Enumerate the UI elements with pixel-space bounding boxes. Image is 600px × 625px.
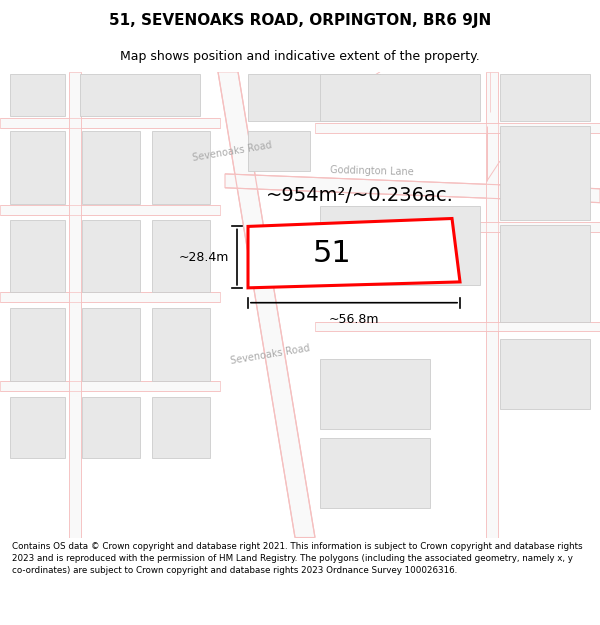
Polygon shape <box>80 74 200 116</box>
Polygon shape <box>500 126 590 221</box>
Polygon shape <box>82 221 140 292</box>
Polygon shape <box>0 204 220 214</box>
Text: Sevenoaks Road: Sevenoaks Road <box>191 140 272 162</box>
Polygon shape <box>500 74 590 121</box>
Polygon shape <box>152 221 210 292</box>
Polygon shape <box>10 131 65 204</box>
Polygon shape <box>500 226 590 321</box>
Polygon shape <box>248 74 380 121</box>
Polygon shape <box>315 321 600 331</box>
Polygon shape <box>0 119 220 128</box>
Polygon shape <box>248 219 460 288</box>
Text: Goddington Lane: Goddington Lane <box>330 165 414 177</box>
Polygon shape <box>0 292 220 302</box>
Polygon shape <box>10 397 65 458</box>
Polygon shape <box>82 131 140 204</box>
Polygon shape <box>82 397 140 458</box>
Polygon shape <box>152 131 210 204</box>
Polygon shape <box>315 123 600 133</box>
Text: Sevenoaks Road: Sevenoaks Road <box>230 342 310 366</box>
Polygon shape <box>320 74 480 121</box>
Polygon shape <box>218 72 315 538</box>
Text: Map shows position and indicative extent of the property.: Map shows position and indicative extent… <box>120 49 480 62</box>
Text: 51, SEVENOAKS ROAD, ORPINGTON, BR6 9JN: 51, SEVENOAKS ROAD, ORPINGTON, BR6 9JN <box>109 12 491 28</box>
Polygon shape <box>82 308 140 381</box>
Polygon shape <box>152 308 210 381</box>
Polygon shape <box>486 72 498 538</box>
Polygon shape <box>225 174 600 203</box>
Polygon shape <box>320 438 430 508</box>
Text: ~954m²/~0.236ac.: ~954m²/~0.236ac. <box>266 186 454 205</box>
Polygon shape <box>152 397 210 458</box>
Polygon shape <box>10 221 65 292</box>
Polygon shape <box>315 222 600 232</box>
Polygon shape <box>0 381 220 391</box>
Text: ~28.4m: ~28.4m <box>179 251 229 264</box>
Polygon shape <box>10 308 65 381</box>
Text: ~56.8m: ~56.8m <box>329 312 379 326</box>
Polygon shape <box>320 359 430 429</box>
Polygon shape <box>500 339 590 409</box>
Polygon shape <box>10 74 65 116</box>
Text: Contains OS data © Crown copyright and database right 2021. This information is : Contains OS data © Crown copyright and d… <box>12 542 583 575</box>
Polygon shape <box>320 206 480 285</box>
Text: 51: 51 <box>313 239 352 268</box>
Polygon shape <box>248 131 310 171</box>
Polygon shape <box>69 72 81 538</box>
